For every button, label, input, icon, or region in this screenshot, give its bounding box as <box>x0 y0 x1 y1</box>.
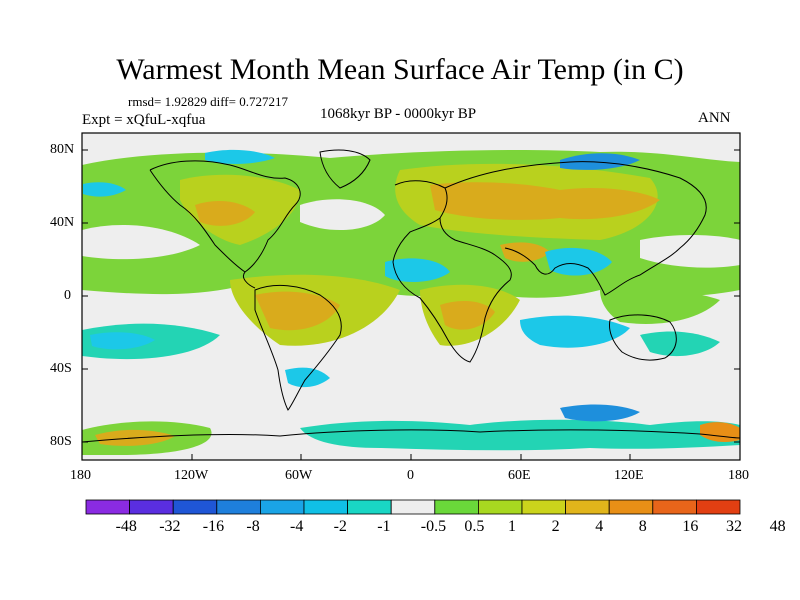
x-tick-label: 60W <box>285 468 313 483</box>
axis-ticks <box>81 149 741 460</box>
colorbar-label: -2 <box>333 518 347 535</box>
colorbar-swatch <box>303 499 348 515</box>
x-tick-label: 120E <box>614 468 644 483</box>
x-tick-label: 180 <box>728 468 749 483</box>
colorbar <box>85 499 741 515</box>
stats-label: rmsd= 1.92829 diff= 0.727217 <box>128 94 288 109</box>
experiment-label: Expt = xQfuL-xqfua <box>82 112 206 128</box>
colorbar-label: -8 <box>246 518 260 535</box>
plot-title: Warmest Month Mean Surface Air Temp (in … <box>116 53 684 86</box>
y-tick-label: 80N <box>50 142 75 157</box>
colorbar-label: -48 <box>115 518 137 535</box>
x-tick-label: 120W <box>174 468 209 483</box>
y-tick-label: 0 <box>64 288 71 303</box>
colorbar-swatch <box>696 499 741 515</box>
colorbar-swatch <box>85 499 130 515</box>
y-tick-label: 40N <box>50 215 75 230</box>
y-tick-label: 40S <box>50 361 72 376</box>
colorbar-label: 16 <box>682 518 699 535</box>
x-tick-label: 180 <box>70 468 91 483</box>
colorbar-label: -32 <box>159 518 181 535</box>
colorbar-label: -16 <box>202 518 225 535</box>
colorbar-swatch <box>259 499 305 515</box>
x-tick-label: 0 <box>407 468 414 483</box>
colorbar-swatch <box>477 499 523 515</box>
colorbar-label: 0.5 <box>464 518 485 535</box>
colorbar-label: 1 <box>508 518 516 535</box>
colorbar-label: 8 <box>638 518 647 535</box>
colorbar-swatch <box>172 499 218 515</box>
season-label: ANN <box>698 110 731 126</box>
colorbar-label: -1 <box>377 518 391 535</box>
colorbar-swatch <box>347 499 392 515</box>
colorbar-label: 32 <box>726 518 742 535</box>
y-tick-label: 80S <box>50 434 72 449</box>
colorbar-swatch <box>434 499 479 515</box>
colorbar-label: -0.5 <box>420 518 447 535</box>
colorbar-label: 2 <box>551 518 560 535</box>
x-tick-label: 60E <box>508 468 531 483</box>
anomaly-field <box>82 133 740 460</box>
colorbar-label: -4 <box>290 518 304 535</box>
colorbar-label: 48 <box>769 518 786 535</box>
period-label: 1068kyr BP - 0000kyr BP <box>320 106 477 122</box>
colorbar-swatch <box>216 499 261 515</box>
colorbar-swatch <box>521 499 566 515</box>
colorbar-swatch <box>608 499 654 515</box>
colorbar-swatch <box>129 499 174 515</box>
colorbar-swatch <box>565 499 610 515</box>
colorbar-label: 4 <box>595 518 604 535</box>
colorbar-swatch <box>390 499 436 515</box>
coastlines <box>82 149 740 443</box>
colorbar-swatch <box>652 499 697 515</box>
